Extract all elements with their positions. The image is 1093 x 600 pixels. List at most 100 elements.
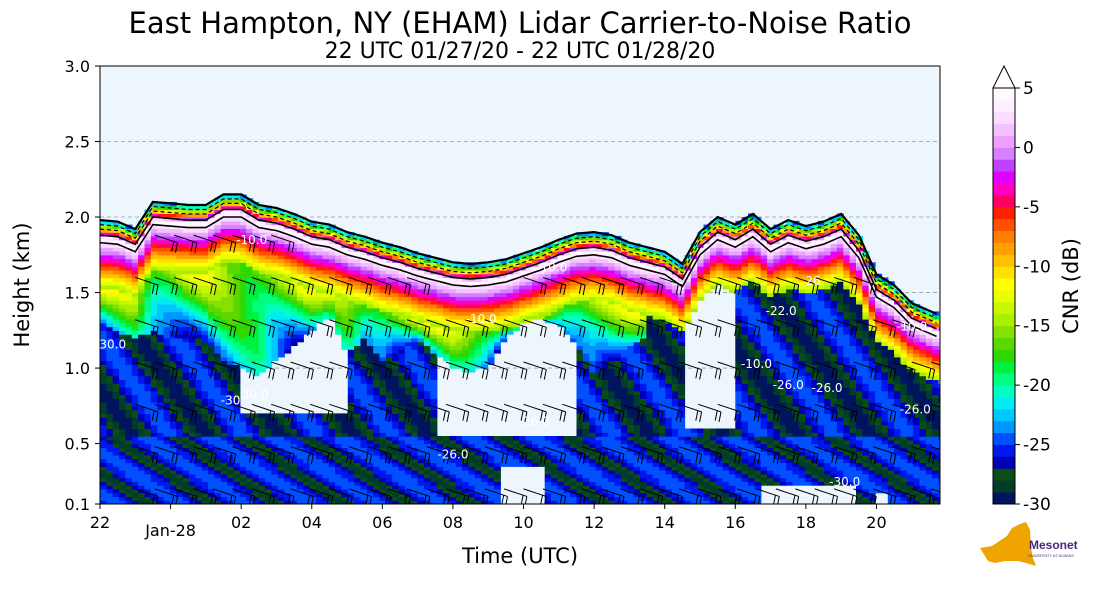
cnr-cell — [564, 478, 571, 482]
cnr-cell — [411, 334, 418, 338]
cnr-cell — [106, 281, 113, 285]
cnr-cell — [100, 266, 107, 270]
cnr-cell — [608, 338, 615, 342]
cnr-cell — [202, 255, 209, 259]
cnr-cell — [278, 334, 285, 338]
cnr-cell — [100, 410, 107, 414]
cnr-cell — [411, 289, 418, 293]
cnr-cell — [138, 368, 145, 372]
cnr-cell — [564, 315, 571, 319]
cnr-cell — [240, 293, 247, 297]
cnr-cell — [240, 455, 247, 459]
cnr-cell — [291, 478, 298, 482]
cnr-cell — [367, 391, 374, 395]
cnr-cell — [113, 395, 120, 399]
cnr-cell — [373, 293, 380, 297]
cnr-cell — [157, 281, 164, 285]
cnr-cell — [329, 440, 336, 444]
cnr-cell — [405, 383, 412, 387]
cnr-cell — [500, 319, 507, 323]
cnr-cell — [138, 410, 145, 414]
cnr-cell — [125, 251, 132, 255]
cnr-cell — [475, 304, 482, 308]
cnr-cell — [164, 251, 171, 255]
cnr-cell — [202, 470, 209, 474]
cnr-cell — [411, 304, 418, 308]
cnr-cell — [488, 334, 495, 338]
cnr-cell — [119, 255, 126, 259]
cnr-cell — [132, 266, 139, 270]
cnr-cell — [278, 259, 285, 263]
cnr-cell — [170, 398, 177, 402]
cnr-cell — [303, 308, 310, 312]
cnr-cell — [335, 285, 342, 289]
cnr-cell — [418, 334, 425, 338]
cnr-cell — [411, 413, 418, 417]
cnr-cell — [545, 315, 552, 319]
cnr-cell — [462, 349, 469, 353]
cnr-cell — [176, 323, 183, 327]
cnr-cell — [303, 270, 310, 274]
cnr-cell — [233, 345, 240, 349]
cnr-cell — [183, 293, 190, 297]
cnr-cell — [106, 289, 113, 293]
cnr-cell — [341, 463, 348, 467]
cnr-cell — [157, 266, 164, 270]
cnr-cell — [265, 361, 272, 365]
cnr-cell — [227, 379, 234, 383]
cnr-cell — [233, 228, 240, 232]
cnr-cell — [151, 402, 158, 406]
cnr-cell — [100, 244, 107, 248]
cnr-cell — [570, 444, 577, 448]
cnr-cell — [316, 432, 323, 436]
cnr-cell — [488, 440, 495, 444]
cnr-cell — [411, 463, 418, 467]
cnr-cell — [469, 485, 476, 489]
cnr-cell — [157, 251, 164, 255]
cnr-cell — [100, 281, 107, 285]
cnr-cell — [208, 425, 215, 429]
cnr-cell — [564, 300, 571, 304]
cnr-cell — [519, 436, 526, 440]
cnr-cell — [170, 266, 177, 270]
cnr-cell — [367, 379, 374, 383]
cnr-cell — [456, 315, 463, 319]
cnr-cell — [132, 391, 139, 395]
cnr-cell — [246, 255, 253, 259]
cnr-cell — [373, 345, 380, 349]
cnr-cell — [221, 413, 228, 417]
cnr-cell — [456, 330, 463, 334]
cnr-cell — [157, 478, 164, 482]
cnr-cell — [214, 251, 221, 255]
cnr-cell — [272, 338, 279, 342]
cnr-cell — [380, 338, 387, 342]
cnr-cell — [399, 474, 406, 478]
cnr-cell — [475, 463, 482, 467]
cnr-cell — [316, 293, 323, 297]
cnr-cell — [259, 413, 266, 417]
cnr-cell — [253, 429, 260, 433]
cnr-cell — [132, 281, 139, 285]
cnr-cell — [316, 459, 323, 463]
cnr-cell — [545, 478, 552, 482]
cnr-cell — [119, 470, 126, 474]
cnr-cell — [151, 345, 158, 349]
cnr-cell — [240, 304, 247, 308]
cnr-cell — [589, 398, 596, 402]
cnr-cell — [183, 304, 190, 308]
cnr-cell — [253, 315, 260, 319]
cnr-cell — [424, 391, 431, 395]
cnr-cell — [341, 300, 348, 304]
cnr-cell — [519, 293, 526, 297]
cnr-cell — [449, 470, 456, 474]
cnr-cell — [488, 478, 495, 482]
cnr-cell — [233, 259, 240, 263]
cnr-cell — [151, 429, 158, 433]
cnr-cell — [577, 293, 584, 297]
cnr-cell — [183, 398, 190, 402]
cnr-cell — [176, 379, 183, 383]
cnr-cell — [373, 463, 380, 467]
cnr-cell — [183, 376, 190, 380]
cnr-cell — [202, 259, 209, 263]
cnr-cell — [138, 376, 145, 380]
